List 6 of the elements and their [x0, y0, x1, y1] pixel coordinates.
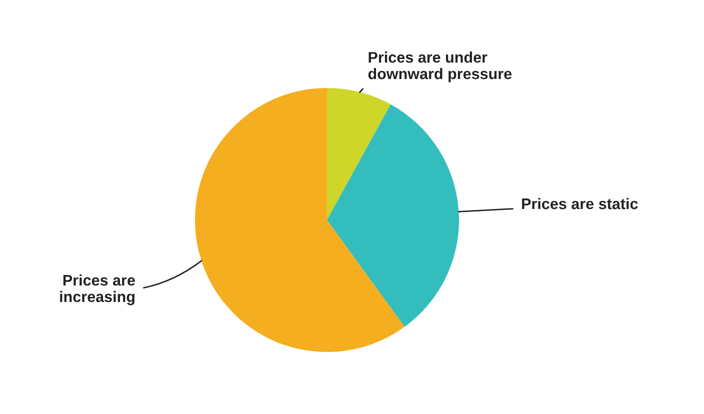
slice-label: Prices are increasing [60, 274, 135, 306]
pie-slice [195, 88, 405, 352]
pie-slice [327, 88, 391, 220]
slice-label: Prices are under downward pressure [368, 52, 512, 82]
slice-label: Prices are static [522, 198, 638, 210]
pie-slice [327, 104, 459, 327]
